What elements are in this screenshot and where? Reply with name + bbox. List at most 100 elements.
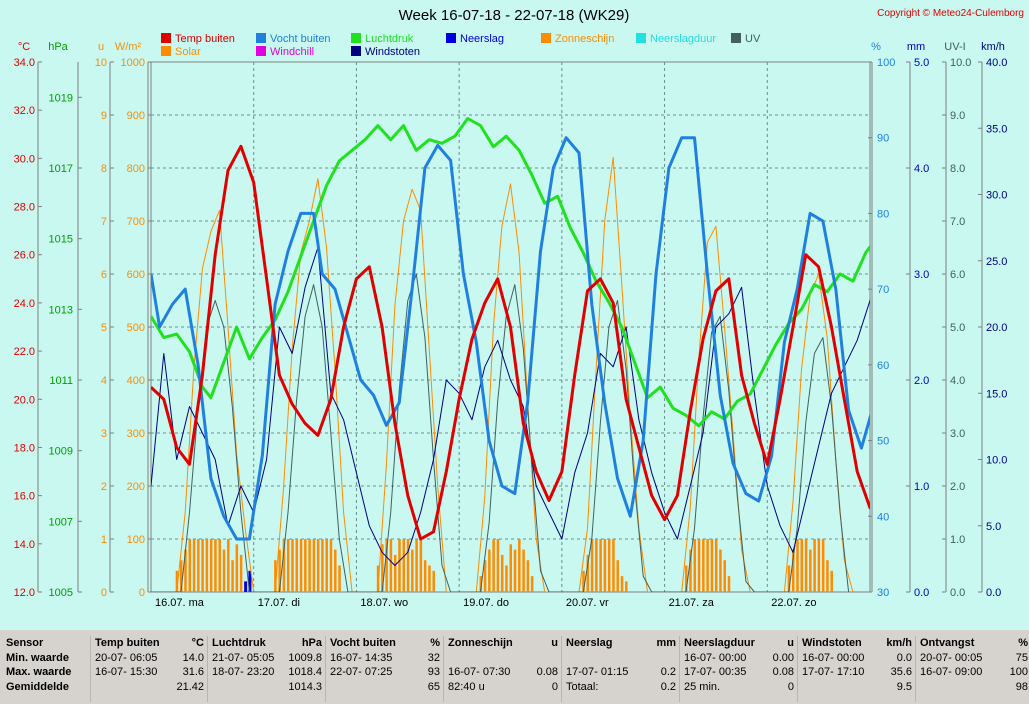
stats-value: 0.00	[772, 651, 794, 664]
axis-tick-label-wind: 25.0	[986, 256, 1007, 268]
legend-label: Neerslag	[460, 33, 504, 45]
stats-column: Temp buiten °C 20-07- 06:05 14.0 16-07- 15:3…	[90, 636, 208, 702]
zonneschijn-bar	[826, 560, 829, 592]
legend-label: Luchtdruk	[365, 33, 414, 45]
axis-tick-label-zon: 5	[101, 322, 107, 334]
zonneschijn-bar	[697, 539, 701, 592]
zonneschijn-bar	[179, 560, 183, 592]
zonneschijn-bar	[428, 565, 431, 592]
zonneschijn-bar	[308, 539, 311, 592]
axis-tick-label-rain: 2.0	[914, 375, 929, 387]
zonneschijn-bar	[338, 565, 341, 592]
axis-tick-label-humidity: 90	[877, 133, 889, 145]
zonneschijn-bar	[616, 560, 619, 592]
stats-row: Gemiddelde	[2, 680, 90, 695]
x-tick-label: 18.07. wo	[360, 597, 408, 609]
zonneschijn-bar	[209, 539, 213, 592]
zonneschijn-bar	[304, 539, 307, 592]
zonneschijn-bar	[492, 539, 495, 592]
zonneschijn-bar	[175, 570, 179, 592]
axis-tick-label-solar: 600	[127, 269, 145, 281]
zonneschijn-bar	[522, 549, 525, 592]
chart-title: Week 16-07-18 - 22-07-18 (WK29)	[399, 7, 630, 24]
stats-header: Neerslag mm	[562, 636, 680, 651]
axis-tick-label-solar: 900	[127, 110, 145, 122]
stats-value: 0	[551, 680, 558, 693]
axis-tick-label-pressure: 1011	[49, 375, 73, 387]
legend-swatch	[636, 33, 646, 43]
legend-item: Neerslagduur	[636, 33, 716, 45]
zonneschijn-bar	[402, 539, 406, 592]
axis-tick-label-pressure: 1019	[49, 92, 73, 104]
legend-label: Windchill	[270, 46, 314, 58]
zonneschijn-bar	[500, 554, 504, 592]
stats-header-label: Temp buiten	[95, 637, 160, 649]
axis-tick-label-solar: 400	[127, 375, 145, 387]
axis-tick-label-uv: 9.0	[950, 110, 965, 122]
zonneschijn-bar	[197, 539, 200, 592]
stats-column: Neerslagduur u 16-07- 00:00 0.00 17-07- 00:3…	[679, 636, 798, 702]
zonneschijn-bar	[496, 539, 500, 592]
zonneschijn-bar	[316, 539, 320, 592]
zonneschijn-bar	[334, 549, 337, 592]
zonneschijn-bar	[513, 549, 517, 592]
x-tick-label: 17.07. di	[258, 597, 300, 609]
axis-unit-rain: mm	[907, 41, 925, 53]
zonneschijn-bar	[787, 565, 791, 592]
legend-item: Windchill	[256, 46, 314, 58]
axis-unit-solar: W/m²	[115, 41, 142, 53]
zonneschijn-bar	[821, 539, 825, 592]
axis-unit-pressure: hPa	[48, 41, 68, 53]
zonneschijn-bar	[586, 554, 590, 592]
zonneschijn-bar	[415, 539, 418, 592]
axis-tick-label-humidity: 40	[877, 511, 889, 523]
x-tick-label: 19.07. do	[463, 597, 509, 609]
zonneschijn-bar	[603, 539, 607, 592]
axis-tick-label-uv: 7.0	[950, 216, 965, 228]
stats-header: Luchtdruk hPa	[208, 636, 326, 651]
stats-value: 32	[427, 651, 440, 664]
stats-date: 17-07- 17:10	[802, 666, 865, 678]
stats-value: 14.0	[182, 651, 204, 664]
zonneschijn-bar	[479, 576, 483, 592]
zonneschijn-bar	[693, 539, 697, 592]
stats-row: 98	[916, 680, 1029, 695]
stats-row: 16-07- 14:35 32	[326, 651, 444, 666]
stats-value: 65	[427, 680, 440, 693]
stats-row: 16-07- 00:00 0.00	[680, 651, 798, 666]
axis-tick-label-solar: 100	[127, 534, 145, 546]
axis-tick-label-wind: 20.0	[986, 322, 1007, 334]
zonneschijn-bar	[702, 539, 705, 592]
axis-tick-label-temp: 22.0	[14, 346, 35, 358]
zonneschijn-bar	[278, 549, 281, 592]
stats-value: 98	[1015, 680, 1028, 693]
axis-tick-label-pressure: 1007	[49, 516, 73, 528]
neerslag-bar	[244, 581, 248, 592]
axis-tick-label-humidity: 100	[877, 57, 895, 69]
axis-tick-label-humidity: 30	[877, 587, 889, 599]
stats-value: 35.6	[890, 666, 912, 678]
axis-tick-label-zon: 2	[101, 481, 107, 493]
zonneschijn-bar	[282, 539, 286, 592]
stats-row: Max. waarde	[2, 665, 90, 680]
stats-column: Vocht buiten% 16-07- 14:35 32 22-07- 07:25 9…	[325, 636, 444, 702]
stats-date: 16-07- 14:35	[330, 651, 393, 664]
stats-column: Sensor Min. waarde Max. waarde Gemiddelde	[2, 636, 90, 702]
stats-date: 18-07- 23:20	[212, 666, 275, 678]
axis-tick-label-temp: 12.0	[14, 587, 35, 599]
axis-tick-label-temp: 16.0	[14, 491, 35, 503]
stats-table: Sensor Min. waarde Max. waarde Gemiddelde Te…	[0, 632, 1029, 704]
axis-tick-label-zon: 1	[101, 534, 107, 546]
zonneschijn-bar	[804, 539, 808, 592]
axis-tick-label-wind: 35.0	[986, 123, 1007, 135]
stats-value: 0.2	[660, 666, 676, 678]
stats-date: 25 min.	[684, 680, 721, 693]
axis-tick-label-solar: 500	[127, 322, 145, 334]
legend-swatch	[351, 46, 361, 56]
stats-value: 75	[1015, 651, 1028, 664]
stats-row-label: Min. waarde	[6, 651, 69, 664]
axis-tick-label-temp: 34.0	[14, 57, 35, 69]
zonneschijn-bar	[385, 539, 388, 592]
legend-label: Vocht buiten	[270, 33, 331, 45]
axis-tick-label-zon: 8	[101, 163, 107, 175]
